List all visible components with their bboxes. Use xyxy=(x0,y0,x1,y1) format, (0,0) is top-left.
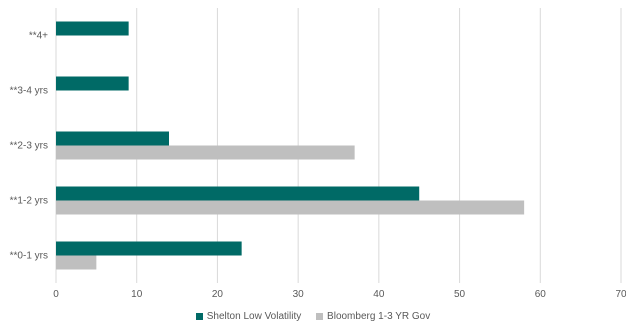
legend-item-bloomberg: Bloomberg 1-3 YR Gov xyxy=(316,311,430,322)
x-tick-label: 50 xyxy=(454,289,466,300)
category-label: **4+ xyxy=(29,31,48,42)
category-label: **2-3 yrs xyxy=(10,141,48,152)
category-labels: **4+ **3-4 yrs **2-3 yrs **1-2 yrs **0-1 yrs xyxy=(10,31,49,262)
bar-bloomberg xyxy=(56,255,97,270)
bar-bloomberg xyxy=(56,200,525,215)
bar-shelton xyxy=(56,131,169,146)
legend: Shelton Low Volatility Bloomberg 1-3 YR … xyxy=(0,311,626,323)
category-label: **3-4 yrs xyxy=(10,86,48,97)
bar-bloomberg xyxy=(56,145,355,160)
legend-item-shelton: Shelton Low Volatility xyxy=(195,311,302,322)
x-tick-label: 30 xyxy=(293,289,305,300)
x-tick-label: 40 xyxy=(373,289,385,300)
bar-shelton xyxy=(56,241,242,256)
x-tick-label: 60 xyxy=(535,289,547,300)
x-axis-ticks: 0 10 20 30 40 50 60 70 xyxy=(53,289,626,300)
bar-shelton xyxy=(56,76,129,91)
legend-swatch-bloomberg xyxy=(316,313,324,320)
category-label: **1-2 yrs xyxy=(10,196,48,207)
x-tick-label: 0 xyxy=(53,289,59,300)
category-label: **0-1 yrs xyxy=(10,251,48,262)
x-tick-label: 10 xyxy=(131,289,143,300)
legend-label-shelton: Shelton Low Volatility xyxy=(206,311,302,322)
bar-shelton xyxy=(56,186,420,201)
bars xyxy=(56,21,525,270)
legend-label-bloomberg: Bloomberg 1-3 YR Gov xyxy=(327,311,431,322)
x-tick-label: 20 xyxy=(212,289,224,300)
bar-shelton xyxy=(56,21,129,36)
legend-swatch-shelton xyxy=(195,313,203,320)
x-tick-label: 70 xyxy=(615,289,626,300)
